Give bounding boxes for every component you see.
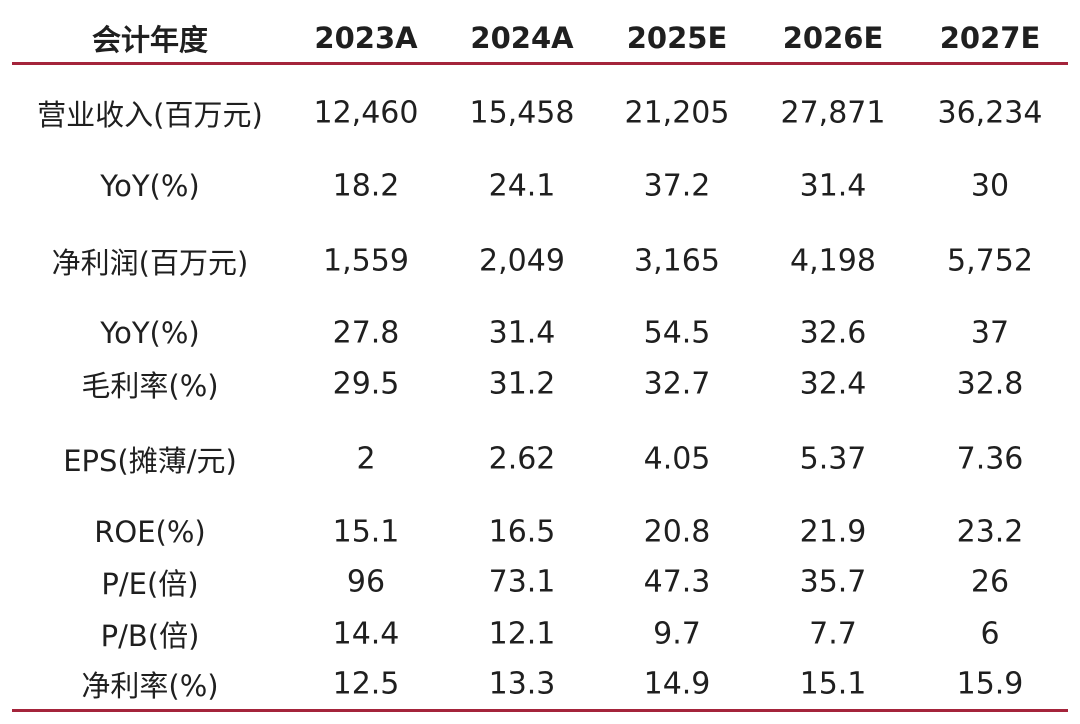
table-cell: 31.4 [799, 168, 867, 204]
table-cell: 54.5 [643, 315, 711, 351]
table-cell: 29.5 [332, 366, 400, 402]
row-label: 净利润(百万元) [51, 246, 249, 280]
table-cell: 27,871 [780, 95, 886, 131]
table-cell: 47.3 [643, 564, 711, 600]
row-label: 净利率(%) [81, 669, 219, 703]
table-cell: 2.62 [488, 441, 556, 477]
table-cell: 12.5 [332, 666, 400, 702]
table-cell: 15,458 [469, 95, 575, 131]
table-cell: 23.2 [956, 514, 1024, 550]
table-cell: 4.05 [643, 441, 711, 477]
table-cell: 73.1 [488, 564, 556, 600]
table-cell: 13.3 [488, 666, 556, 702]
year-header: 2024A [470, 21, 574, 55]
table-cell: 32.8 [956, 366, 1024, 402]
table-cell: 2,049 [479, 243, 565, 279]
table-cell: 14.4 [332, 616, 400, 652]
header-divider [12, 62, 1068, 65]
table-cell: 15.1 [332, 514, 400, 550]
table-cell: 26 [970, 564, 1010, 600]
table-cell: 7.36 [956, 441, 1024, 477]
table-cell: 96 [346, 564, 386, 600]
year-header: 2025E [626, 21, 728, 55]
table-cell: 21.9 [799, 514, 867, 550]
table-cell: 27.8 [332, 315, 400, 351]
table-cell: 24.1 [488, 168, 556, 204]
table-cell: 5.37 [799, 441, 867, 477]
row-label: YoY(%) [100, 316, 200, 350]
year-header: 2023A [314, 21, 418, 55]
row-label: YoY(%) [100, 169, 200, 203]
row-label: ROE(%) [94, 515, 206, 549]
year-header: 2027E [939, 21, 1041, 55]
table-cell: 18.2 [332, 168, 400, 204]
header-label: 会计年度 [91, 23, 209, 57]
table-cell: 32.6 [799, 315, 867, 351]
table-cell: 20.8 [643, 514, 711, 550]
table-bottom-rule [12, 709, 1068, 712]
table-cell: 31.4 [488, 315, 556, 351]
row-label: P/B(倍) [100, 619, 200, 653]
table-cell: 15.9 [956, 666, 1024, 702]
table-cell: 3,165 [634, 243, 720, 279]
table-cell: 12,460 [313, 95, 419, 131]
table-cell: 15.1 [799, 666, 867, 702]
table-cell: 9.7 [653, 616, 701, 652]
table-cell: 2 [356, 441, 376, 477]
table-cell: 16.5 [488, 514, 556, 550]
row-label: P/E(倍) [101, 567, 199, 601]
row-label: EPS(摊薄/元) [63, 444, 237, 478]
row-label: 营业收入(百万元) [37, 98, 263, 132]
table-cell: 6 [980, 616, 1000, 652]
table-cell: 12.1 [488, 616, 556, 652]
table-cell: 4,198 [790, 243, 876, 279]
table-cell: 35.7 [799, 564, 867, 600]
table-cell: 31.2 [488, 366, 556, 402]
table-cell: 32.4 [799, 366, 867, 402]
table-cell: 30 [970, 168, 1010, 204]
row-label: 毛利率(%) [81, 369, 219, 403]
table-cell: 32.7 [643, 366, 711, 402]
table-cell: 37.2 [643, 168, 711, 204]
year-header: 2026E [782, 21, 884, 55]
table-cell: 21,205 [624, 95, 730, 131]
table-cell: 36,234 [937, 95, 1043, 131]
table-cell: 14.9 [643, 666, 711, 702]
table-cell: 37 [970, 315, 1010, 351]
table-cell: 5,752 [947, 243, 1033, 279]
table-cell: 1,559 [323, 243, 409, 279]
table-cell: 7.7 [809, 616, 857, 652]
